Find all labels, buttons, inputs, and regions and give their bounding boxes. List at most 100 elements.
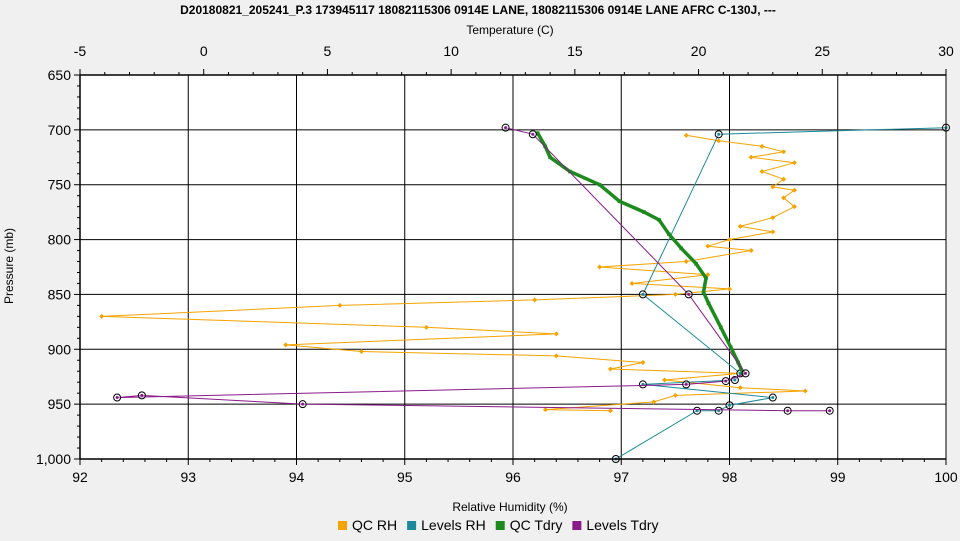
y-tick-label: 700 [48, 122, 72, 138]
bottom-tick-label: 94 [289, 469, 305, 485]
data-point [748, 248, 754, 254]
data-point [607, 366, 613, 372]
top-tick-label: 10 [443, 43, 459, 59]
legend-label: Levels Tdry [586, 517, 658, 533]
data-point [737, 223, 743, 229]
data-point-core [724, 379, 728, 383]
data-point [672, 291, 678, 297]
data-point-core [786, 409, 790, 413]
data-point [662, 377, 668, 383]
data-point-core [687, 292, 691, 296]
bottom-tick-label: 100 [934, 469, 958, 485]
data-point [683, 132, 689, 138]
data-point [553, 331, 559, 337]
data-point [657, 218, 661, 222]
y-tick-label: 850 [48, 286, 72, 302]
data-point [629, 280, 635, 286]
data-point [651, 399, 657, 405]
data-point [694, 261, 698, 266]
bottom-axis-label: Relative Humidity (%) [452, 500, 567, 514]
series-qc-rh [99, 132, 808, 414]
top-tick-label: -5 [74, 43, 87, 59]
y-axis-label: Pressure (mb) [2, 228, 16, 304]
data-point [737, 385, 743, 391]
data-point [617, 199, 622, 203]
data-point [719, 325, 723, 330]
data-point-core [115, 396, 119, 400]
top-tick-label: 30 [938, 43, 954, 59]
data-point [642, 210, 646, 214]
data-point [770, 215, 776, 221]
data-point [704, 276, 708, 280]
legend-label: QC RH [352, 517, 397, 533]
data-point-core [641, 292, 645, 296]
y-tick-label: 900 [48, 341, 72, 357]
data-point-core [717, 132, 721, 136]
bottom-tick-label: 98 [722, 469, 738, 485]
legend-item: QC Tdry [495, 517, 563, 533]
data-point [535, 131, 540, 135]
y-tick-label: 950 [48, 396, 72, 412]
data-point [716, 138, 722, 144]
data-point [802, 388, 808, 394]
data-point [781, 149, 787, 155]
top-axis-label: Temperature (C) [466, 23, 553, 37]
top-tick-label: 20 [691, 43, 707, 59]
data-point [283, 342, 289, 348]
legend-swatch [495, 521, 505, 530]
bottom-tick-label: 96 [505, 469, 521, 485]
bottom-tick-label: 95 [397, 469, 413, 485]
series-levels-rh [611, 123, 950, 463]
top-tick-label: 5 [324, 43, 332, 59]
legend-item: QC RH [338, 517, 397, 533]
data-point-core [531, 132, 535, 136]
data-point [701, 290, 706, 295]
data-point [683, 259, 689, 265]
data-point [727, 286, 732, 292]
data-point [568, 169, 572, 174]
data-point [741, 371, 745, 376]
bottom-tick-label: 93 [180, 469, 196, 485]
data-point [791, 187, 797, 193]
bottom-tick-label: 92 [72, 469, 88, 485]
data-point [791, 204, 797, 210]
data-point [728, 345, 733, 349]
data-point-core [301, 402, 305, 406]
legend-item: Levels RH [407, 517, 486, 533]
data-point-core [744, 371, 748, 375]
data-point-core [733, 378, 737, 382]
data-point [597, 182, 602, 187]
top-tick-label: 0 [200, 43, 208, 59]
data-point [705, 243, 711, 249]
data-point-core [684, 382, 688, 386]
data-point [759, 169, 765, 175]
y-tick-label: 800 [48, 232, 72, 248]
series-line [101, 134, 806, 412]
bottom-tick-label: 97 [613, 469, 629, 485]
top-tick-label: 15 [567, 43, 583, 59]
data-point [358, 348, 364, 354]
legend-label: QC Tdry [510, 517, 563, 533]
data-point-core [140, 393, 144, 397]
data-point [640, 359, 646, 365]
data-point [748, 154, 754, 160]
y-tick-label: 750 [48, 177, 72, 193]
data-point-core [828, 409, 832, 413]
data-point [672, 392, 678, 398]
data-point [548, 155, 552, 160]
chart-title: D20180821_205241_P.3 173945117 180821153… [180, 3, 776, 17]
y-tick-label: 1,000 [36, 451, 71, 467]
series-layer [99, 123, 950, 463]
data-point [597, 264, 603, 270]
axes-layer: -5 0 5 10 15 20 25 30 92 93 94 95 96 97 98 99 100 650 700 7… [36, 43, 958, 485]
y-tick-label: 650 [48, 67, 72, 83]
data-point [667, 232, 671, 236]
legend-swatch [572, 521, 582, 530]
legend-swatch [338, 521, 347, 530]
data-point-core [504, 126, 508, 130]
data-point [770, 229, 776, 235]
data-point [706, 301, 711, 306]
data-point [679, 246, 684, 251]
data-point-core [771, 396, 775, 400]
